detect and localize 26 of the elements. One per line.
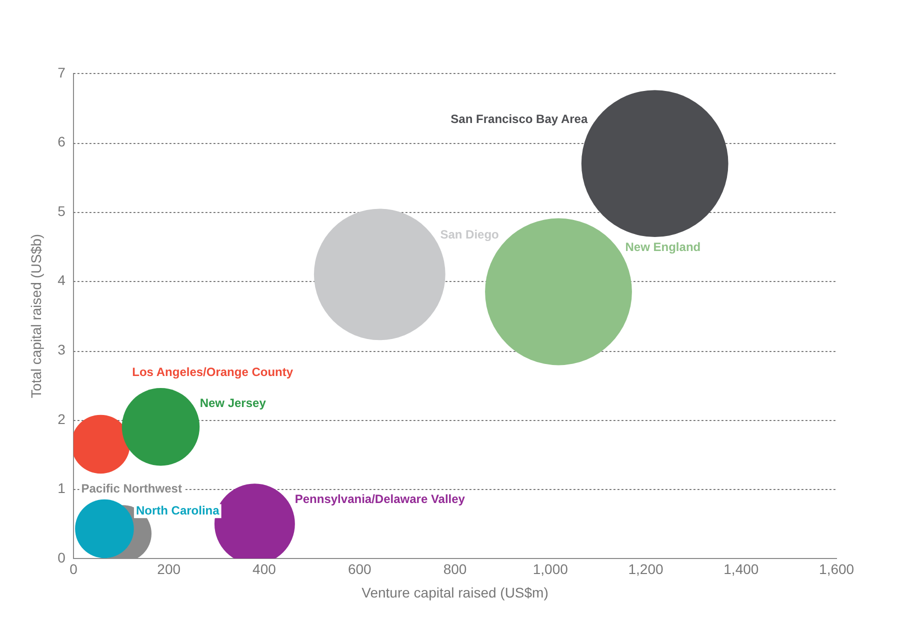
x-tick-label: 200 xyxy=(157,560,181,577)
y-tick-label: 4 xyxy=(58,272,66,288)
y-tick-label: 3 xyxy=(58,342,66,358)
x-tick-label: 0 xyxy=(70,560,78,577)
y-tick-label: 1 xyxy=(58,480,66,496)
y-axis-title: Total capital raised (US$b) xyxy=(28,234,44,398)
x-axis-title: Venture capital raised (US$m) xyxy=(362,584,548,601)
x-tick-label: 1,400 xyxy=(724,560,759,577)
y-tick-label: 5 xyxy=(58,202,66,219)
series-label: San Francisco Bay Area xyxy=(450,112,588,126)
y-tick-label: 0 xyxy=(58,549,66,566)
text: Los Angeles/Orange County xyxy=(132,364,294,379)
series-label: Pacific Northwest xyxy=(81,481,182,496)
x-tick-label: 400 xyxy=(252,560,276,577)
y-tick-label: 2 xyxy=(58,410,66,427)
series-label: Pennsylvania/Delaware Valley xyxy=(294,492,466,506)
series-label: New Jersey xyxy=(200,396,266,410)
series-label: North Carolina xyxy=(136,503,220,518)
x-tick-label: 1,600 xyxy=(819,560,854,577)
x-tick-label: 1,000 xyxy=(532,560,568,577)
x-tick-label: 600 xyxy=(348,560,372,577)
x-tick-label: 800 xyxy=(443,560,467,577)
y-tick-label: 7 xyxy=(58,64,66,80)
x-tick-label: 1,200 xyxy=(628,560,664,577)
y-tick-label: 6 xyxy=(58,134,66,150)
series-label: New England xyxy=(625,240,701,254)
